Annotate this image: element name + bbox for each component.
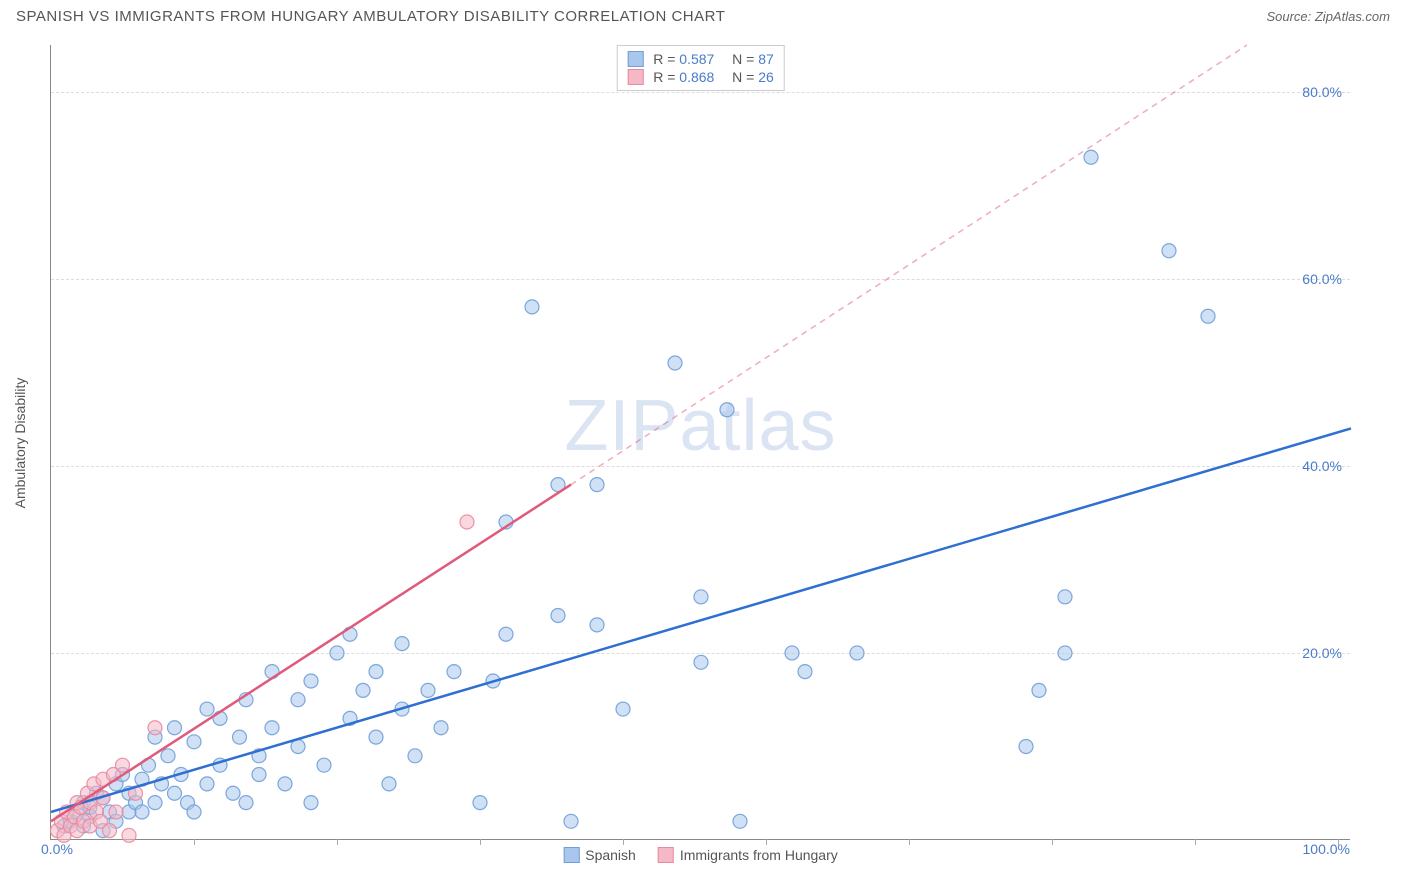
data-point <box>720 403 734 417</box>
data-point <box>668 356 682 370</box>
data-point <box>369 730 383 744</box>
data-point <box>135 805 149 819</box>
chart-title: SPANISH VS IMMIGRANTS FROM HUNGARY AMBUL… <box>16 8 725 25</box>
correlation-legend: R = 0.587 N = 87R = 0.868 N = 26 <box>616 45 785 91</box>
trend-line <box>51 428 1351 811</box>
source-attribution: Source: ZipAtlas.com <box>1266 9 1390 24</box>
data-point <box>798 665 812 679</box>
legend-row: R = 0.868 N = 26 <box>627 68 774 86</box>
data-point <box>694 655 708 669</box>
series-legend-item: Immigrants from Hungary <box>658 847 838 863</box>
data-point <box>1162 244 1176 258</box>
y-axis-title: Ambulatory Disability <box>12 377 28 508</box>
data-point <box>460 515 474 529</box>
data-point <box>317 758 331 772</box>
data-point <box>499 627 513 641</box>
data-point <box>213 711 227 725</box>
data-point <box>116 758 130 772</box>
data-point <box>109 805 123 819</box>
data-point <box>551 609 565 623</box>
data-point <box>1201 309 1215 323</box>
data-point <box>408 749 422 763</box>
data-point <box>148 796 162 810</box>
data-point <box>1058 646 1072 660</box>
data-point <box>447 665 461 679</box>
data-point <box>525 300 539 314</box>
legend-swatch <box>627 69 643 85</box>
data-point <box>395 637 409 651</box>
data-point <box>265 721 279 735</box>
legend-swatch <box>627 51 643 67</box>
trend-line-extrapolated <box>571 45 1247 485</box>
legend-swatch <box>658 847 674 863</box>
data-point <box>356 683 370 697</box>
series-legend-item: Spanish <box>563 847 636 863</box>
data-point <box>421 683 435 697</box>
legend-r-label: R = 0.868 <box>653 69 714 85</box>
data-point <box>161 749 175 763</box>
data-point <box>304 674 318 688</box>
data-point <box>168 721 182 735</box>
data-point <box>616 702 630 716</box>
legend-r-label: R = 0.587 <box>653 51 714 67</box>
data-point <box>265 665 279 679</box>
legend-n-label: N = 26 <box>724 69 773 85</box>
data-point <box>590 478 604 492</box>
data-point <box>168 786 182 800</box>
data-point <box>1084 150 1098 164</box>
data-point <box>187 735 201 749</box>
x-axis-end-label: 100.0% <box>1303 841 1350 857</box>
data-point <box>226 786 240 800</box>
data-point <box>590 618 604 632</box>
data-point <box>103 824 117 838</box>
data-point <box>473 796 487 810</box>
data-point <box>1032 683 1046 697</box>
legend-swatch <box>563 847 579 863</box>
data-point <box>252 768 266 782</box>
data-point <box>785 646 799 660</box>
data-point <box>148 721 162 735</box>
data-point <box>187 805 201 819</box>
data-point <box>850 646 864 660</box>
series-name: Spanish <box>585 847 636 863</box>
legend-n-label: N = 87 <box>724 51 773 67</box>
legend-row: R = 0.587 N = 87 <box>627 50 774 68</box>
data-point <box>278 777 292 791</box>
data-point <box>369 665 383 679</box>
data-point <box>694 590 708 604</box>
data-point <box>291 693 305 707</box>
chart-container: Ambulatory Disability ZIPatlas 20.0%40.0… <box>50 45 1390 840</box>
data-point <box>1019 739 1033 753</box>
series-name: Immigrants from Hungary <box>680 847 838 863</box>
data-point <box>1058 590 1072 604</box>
data-point <box>200 777 214 791</box>
data-point <box>330 646 344 660</box>
data-point <box>564 814 578 828</box>
data-point <box>382 777 396 791</box>
data-point <box>239 796 253 810</box>
data-point <box>233 730 247 744</box>
series-legend: Spanish Immigrants from Hungary <box>563 847 838 863</box>
data-point <box>434 721 448 735</box>
x-axis-start-label: 0.0% <box>41 841 73 857</box>
plot-area: ZIPatlas 20.0%40.0%60.0%80.0% R = 0.587 … <box>50 45 1350 840</box>
scatter-plot <box>51 45 1350 839</box>
data-point <box>733 814 747 828</box>
trend-line <box>51 485 571 822</box>
data-point <box>343 627 357 641</box>
data-point <box>200 702 214 716</box>
data-point <box>304 796 318 810</box>
